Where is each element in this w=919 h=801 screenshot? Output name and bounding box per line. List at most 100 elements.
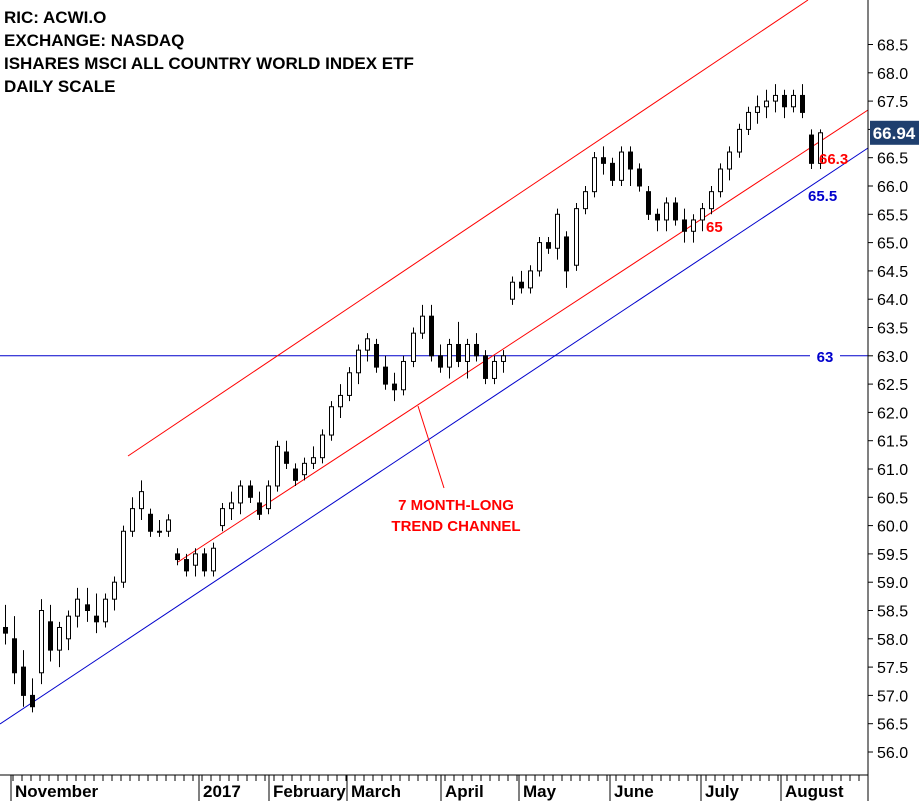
x-tick-label: March bbox=[351, 782, 401, 801]
label-63: 63 bbox=[817, 349, 834, 366]
candle bbox=[646, 186, 651, 220]
candle-body bbox=[202, 553, 207, 572]
candle-body bbox=[456, 343, 461, 362]
y-tick-label: 68.0 bbox=[877, 66, 908, 83]
candle bbox=[130, 497, 135, 537]
candle bbox=[85, 587, 90, 622]
candle-body bbox=[338, 394, 343, 408]
y-tick-label: 68.5 bbox=[877, 38, 908, 55]
candle-body bbox=[374, 343, 379, 368]
candle bbox=[202, 548, 207, 577]
candle-body bbox=[39, 610, 44, 674]
candle-body bbox=[691, 219, 696, 232]
candle bbox=[356, 344, 361, 385]
candle-body bbox=[737, 128, 742, 153]
scale-label: DAILY SCALE bbox=[4, 77, 116, 96]
candle-body bbox=[293, 468, 298, 481]
candle bbox=[555, 208, 560, 260]
candle bbox=[211, 542, 216, 577]
candle bbox=[474, 333, 479, 362]
candle-body bbox=[66, 615, 71, 640]
candle bbox=[619, 146, 624, 186]
last-price-label: 66.94 bbox=[873, 124, 916, 143]
candle-body bbox=[365, 338, 370, 351]
candle-body bbox=[746, 111, 751, 130]
channel-upper-line bbox=[127, 0, 809, 457]
x-tick-label: February bbox=[273, 782, 346, 801]
candle-body bbox=[266, 485, 271, 510]
candle bbox=[392, 372, 397, 402]
candle-body bbox=[510, 281, 515, 300]
candle-body bbox=[574, 208, 579, 266]
candle bbox=[737, 123, 742, 158]
candle-body bbox=[356, 349, 361, 374]
candle bbox=[718, 163, 723, 198]
x-tick-label: May bbox=[523, 782, 557, 801]
candle-body bbox=[718, 168, 723, 193]
candle-body bbox=[809, 134, 814, 164]
candle-body bbox=[57, 626, 62, 651]
label-63-bg bbox=[810, 346, 840, 365]
y-tick-label: 57.0 bbox=[877, 688, 908, 705]
x-tick-label: August bbox=[785, 782, 844, 801]
candle-body bbox=[546, 242, 551, 249]
candle bbox=[329, 401, 334, 441]
y-tick-label: 56.5 bbox=[877, 717, 908, 734]
y-tick-label: 59.0 bbox=[877, 575, 908, 592]
x-tick-label: 2017 bbox=[203, 782, 241, 801]
candle bbox=[148, 508, 153, 537]
candle-body bbox=[347, 372, 352, 396]
last-price-tag bbox=[870, 120, 919, 145]
candle bbox=[528, 265, 533, 294]
candle-body bbox=[682, 219, 687, 232]
candle bbox=[75, 587, 80, 628]
candle-body bbox=[773, 94, 778, 102]
candle-body bbox=[782, 94, 787, 108]
candle-body bbox=[157, 530, 162, 533]
candle-body bbox=[148, 513, 153, 532]
candle bbox=[112, 576, 117, 611]
candle-body bbox=[637, 168, 642, 187]
candle-body bbox=[592, 157, 597, 193]
candle bbox=[166, 514, 171, 537]
candle-body bbox=[320, 434, 325, 459]
candle bbox=[229, 491, 234, 520]
candle bbox=[610, 157, 615, 186]
exchange-label: EXCHANGE: NASDAQ bbox=[4, 31, 185, 50]
y-tick-label: 65.0 bbox=[877, 236, 908, 253]
candle bbox=[66, 610, 71, 651]
candle-body bbox=[555, 213, 560, 249]
candle bbox=[546, 236, 551, 254]
candle bbox=[429, 304, 434, 362]
candle bbox=[302, 457, 307, 481]
y-tick-label: 66.5 bbox=[877, 151, 908, 168]
candle-body bbox=[112, 581, 117, 600]
candle bbox=[601, 146, 606, 175]
candle-body bbox=[646, 191, 651, 215]
candle bbox=[121, 525, 126, 588]
candle bbox=[193, 548, 198, 577]
candle bbox=[682, 208, 687, 243]
candle bbox=[700, 202, 705, 232]
candle bbox=[184, 553, 189, 577]
candle-body bbox=[501, 355, 506, 362]
x-tick-label: November bbox=[15, 782, 99, 801]
candle-body bbox=[465, 343, 470, 362]
candle-body bbox=[401, 360, 406, 391]
candle-body bbox=[537, 242, 542, 272]
candle bbox=[48, 604, 53, 662]
candle-body bbox=[21, 666, 26, 696]
candle-body bbox=[429, 315, 434, 357]
label-65-5: 65.5 bbox=[808, 188, 837, 205]
candle bbox=[438, 344, 443, 373]
candle-body bbox=[528, 270, 533, 289]
candle-body bbox=[193, 553, 198, 566]
candle bbox=[574, 202, 579, 271]
candle bbox=[809, 129, 814, 170]
candle-body bbox=[166, 519, 171, 532]
candle bbox=[673, 197, 678, 226]
candle bbox=[374, 338, 379, 373]
candle-body bbox=[447, 343, 452, 368]
candle bbox=[637, 163, 642, 192]
candle-body bbox=[492, 360, 497, 379]
